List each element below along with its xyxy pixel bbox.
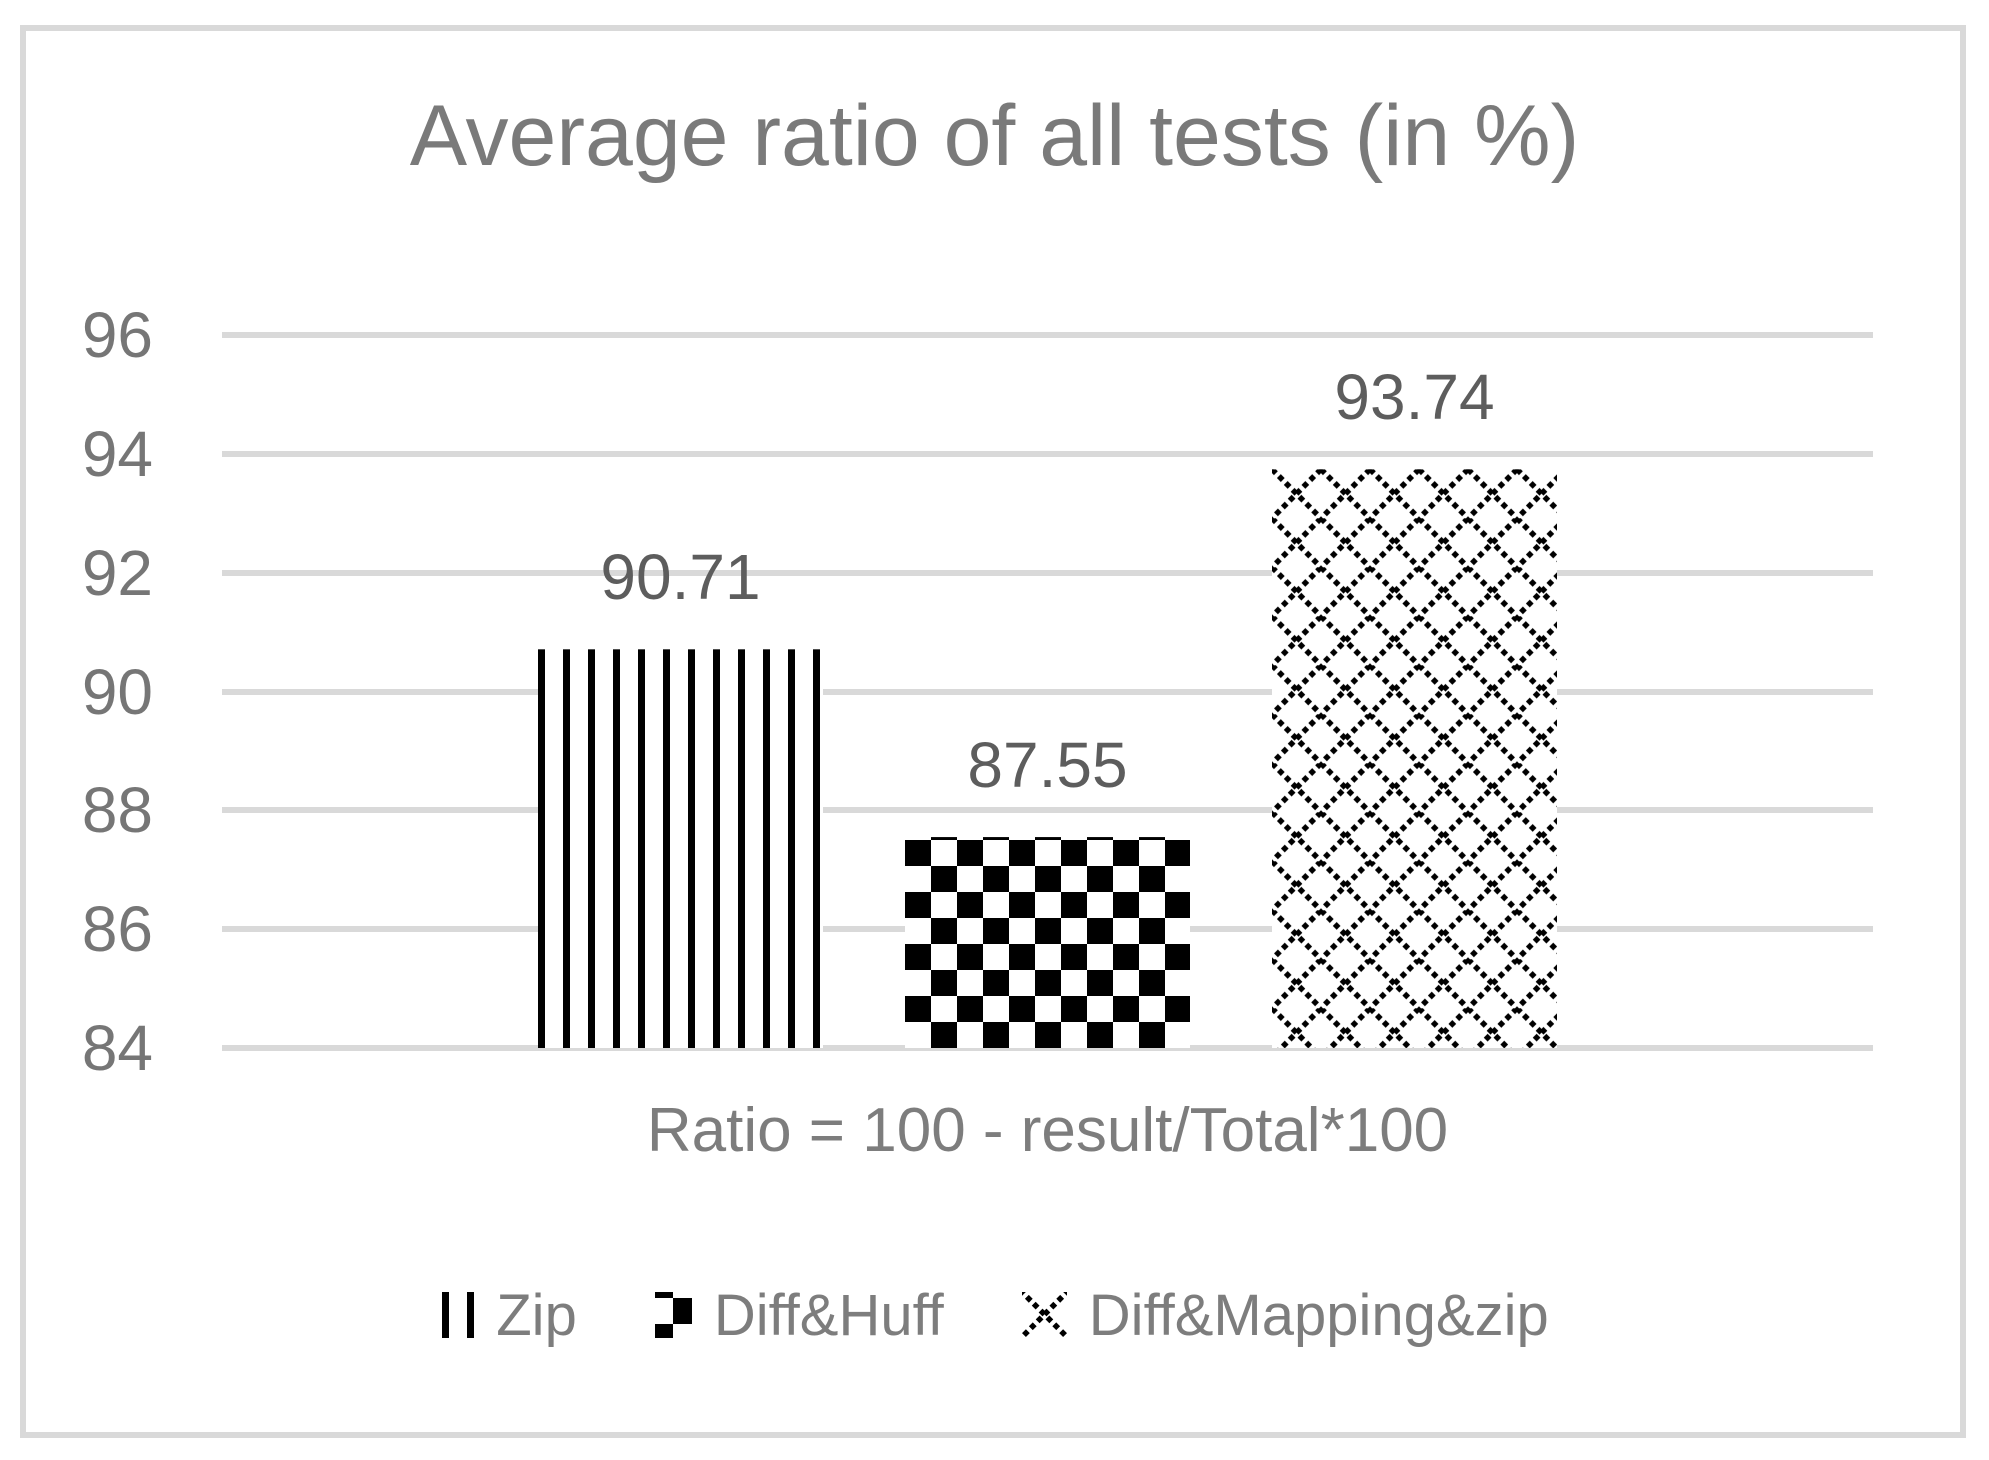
legend-swatch-checkerboard-icon: [654, 1292, 692, 1338]
x-axis-label: Ratio = 100 - result/Total*100: [646, 1096, 1449, 1165]
legend-label: Zip: [496, 1282, 577, 1348]
y-tick-label: 88: [81, 774, 153, 847]
y-tick-label: 90: [81, 655, 153, 728]
y-tick-label: 96: [81, 299, 153, 371]
chart-title: Average ratio of all tests (in %): [409, 88, 1580, 184]
legend-item-3[interactable]: Diff&Mapping&zip: [1021, 1282, 1549, 1349]
legend-label: Diff&Huff: [713, 1282, 944, 1348]
chart-border: [20, 25, 1966, 1438]
legend-label: Diff&Mapping&zip: [1088, 1282, 1549, 1348]
legend-item-2[interactable]: Diff&Huff: [654, 1282, 944, 1349]
bar-3[interactable]: [1272, 469, 1557, 1048]
y-axis: 96 94 92 90 88 86 84: [0, 0, 153, 1460]
legend-item-1[interactable]: Zip: [440, 1282, 577, 1349]
y-tick-label: 92: [81, 536, 153, 609]
y-tick-label: 86: [81, 893, 153, 966]
y-tick-label: 94: [81, 417, 153, 490]
legend-swatch-diagonal-crosshatch-icon: [1021, 1292, 1067, 1338]
legend: Zip Diff&Huff Diff&Mapping&zip: [0, 1270, 1989, 1360]
legend-swatch-vertical-stripes-icon: [440, 1292, 475, 1338]
bar-2[interactable]: [905, 837, 1190, 1048]
bar-1[interactable]: [538, 649, 823, 1048]
y-tick-label: 84: [81, 1012, 153, 1084]
